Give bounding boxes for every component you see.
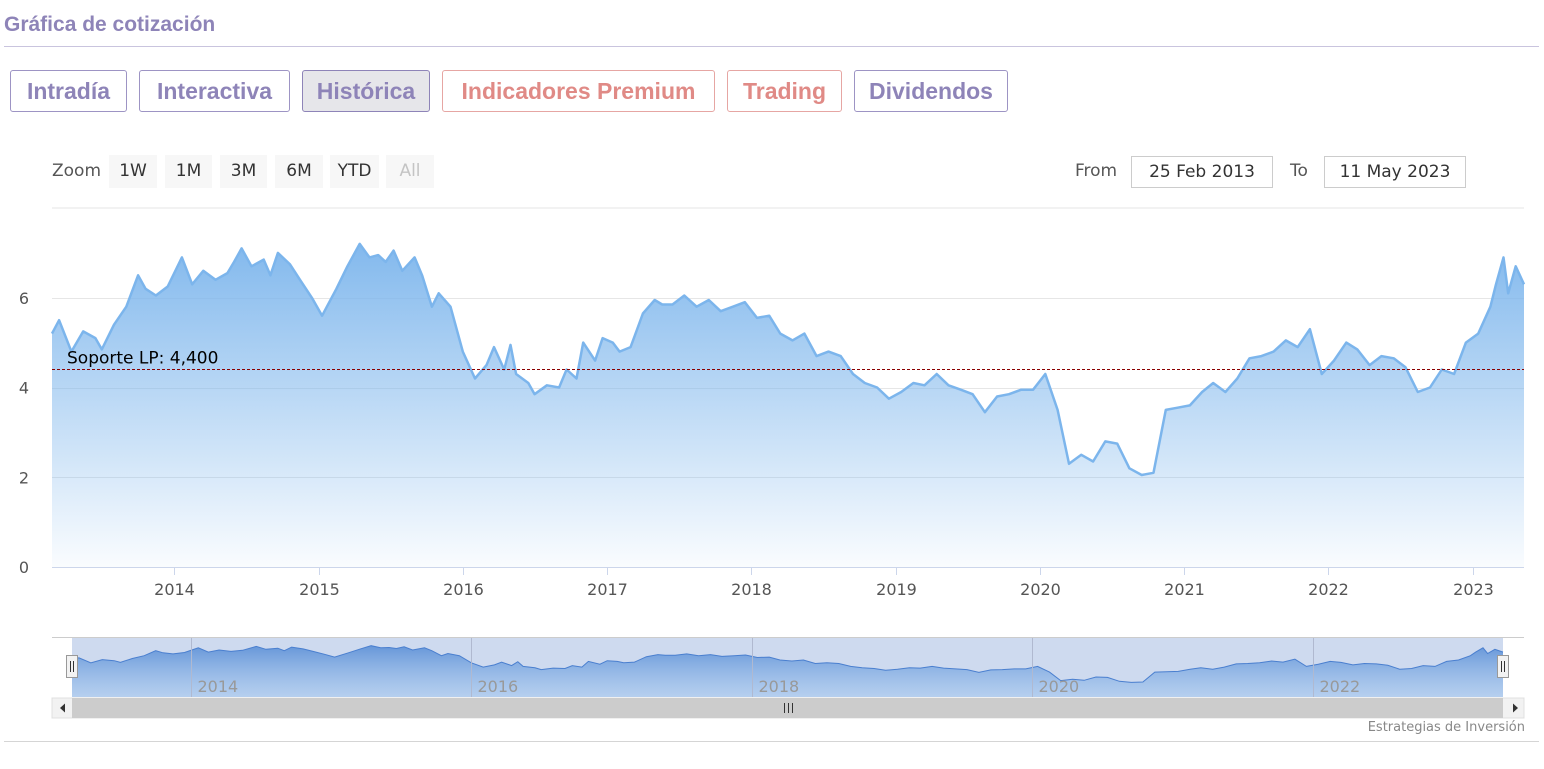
to-label: To: [1290, 161, 1308, 181]
scrollbar-thumb[interactable]: [72, 698, 1503, 718]
page-title: Gráfica de cotización: [4, 13, 216, 36]
from-date-input[interactable]: 25 Feb 2013: [1131, 156, 1273, 188]
tab-historica[interactable]: Histórica: [302, 70, 430, 112]
x-tick-label-1: 2015: [299, 580, 340, 599]
tab-trading[interactable]: Trading: [727, 70, 842, 112]
y-tick-label-2: 4: [19, 379, 29, 398]
y-tick-label-1: 2: [19, 468, 29, 487]
x-tick-label-0: 2014: [154, 580, 195, 599]
from-label: From: [1075, 161, 1118, 181]
support-label: Soporte LP: 4,400: [67, 349, 218, 369]
navigator-tick-label-4: 2022: [1320, 677, 1361, 696]
navigator-tick-label-3: 2020: [1039, 677, 1080, 696]
x-tick-label-9: 2023: [1453, 580, 1494, 599]
to-date-input[interactable]: 11 May 2023: [1324, 156, 1466, 188]
x-tick-label-8: 2022: [1308, 580, 1349, 599]
bottom-divider: [4, 741, 1539, 742]
tab-indicadores-premium[interactable]: Indicadores Premium: [442, 70, 715, 112]
tab-interactiva[interactable]: Interactiva: [139, 70, 290, 112]
title-divider: [4, 46, 1539, 47]
zoom-all-button[interactable]: All: [386, 155, 434, 188]
navigator-right-handle[interactable]: [1497, 655, 1509, 678]
x-tick-label-7: 2021: [1164, 580, 1205, 599]
zoom-6m-button[interactable]: 6M: [275, 155, 323, 188]
zoom-1m-button[interactable]: 1M: [165, 155, 212, 188]
handle-body[interactable]: [66, 655, 78, 678]
x-tick-label-2: 2016: [443, 580, 484, 599]
zoom-ytd-button[interactable]: YTD: [330, 155, 379, 188]
scroll-right-arrow-icon[interactable]: [1513, 703, 1518, 713]
price-area: [52, 243, 1524, 567]
zoom-1w-button[interactable]: 1W: [109, 155, 157, 188]
navigator-tick-label-0: 2014: [198, 677, 239, 696]
x-tick-label-3: 2017: [587, 580, 628, 599]
tab-dividendos[interactable]: Dividendos: [854, 70, 1008, 112]
navigator-tick-label-1: 2016: [478, 677, 519, 696]
navigator-area: [72, 645, 1503, 697]
price-line: [50, 242, 1526, 477]
handle-body[interactable]: [1497, 655, 1509, 678]
tab-intradia[interactable]: Intradía: [10, 70, 127, 112]
x-tick-label-5: 2019: [876, 580, 917, 599]
zoom-label: Zoom: [52, 161, 102, 181]
navigator-left-handle[interactable]: [66, 655, 78, 678]
y-tick-label-3: 6: [19, 289, 29, 308]
scroll-left-arrow-icon[interactable]: [60, 703, 65, 713]
chart-credit: Estrategias de Inversión: [1367, 720, 1525, 735]
x-tick-label-4: 2018: [731, 580, 772, 599]
x-tick-label-6: 2020: [1020, 580, 1061, 599]
zoom-3m-button[interactable]: 3M: [220, 155, 267, 188]
y-tick-label-0: 0: [19, 558, 29, 577]
navigator-tick-label-2: 2018: [759, 677, 800, 696]
navigator-line: [71, 645, 1504, 683]
